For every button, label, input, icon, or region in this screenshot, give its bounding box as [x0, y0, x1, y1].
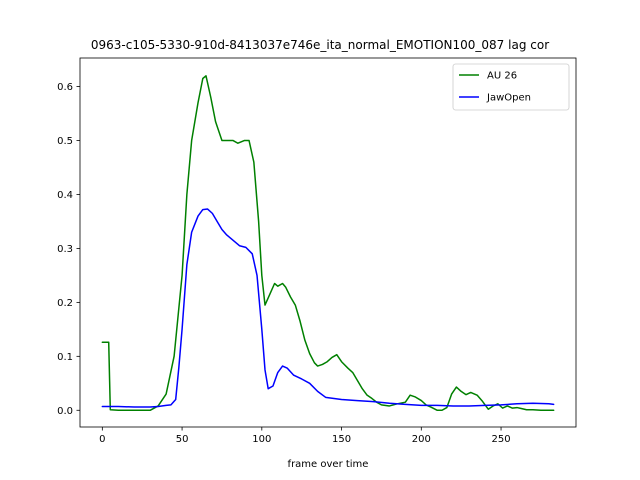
x-tick-label: 50 — [176, 434, 189, 445]
y-tick-label: 0.5 — [57, 136, 73, 147]
plot-area: 0 50 100 150 200 250 0.0 0.1 0.2 0.3 0.4 0.5 0.6 — [57, 57, 577, 445]
chart-title: 0963-c105-5330-910d-8413037e746e_ita_nor… — [91, 38, 549, 52]
x-tick-label: 250 — [491, 434, 510, 445]
y-tick-label: 0.3 — [57, 244, 73, 255]
y-tick-label: 0.2 — [57, 298, 73, 309]
y-tick-label: 0.4 — [57, 190, 73, 201]
legend-label-jawopen: JawOpen — [486, 93, 531, 104]
legend-label-au-26: AU 26 — [487, 71, 517, 82]
legend: AU 26 JawOpen — [452, 63, 570, 111]
x-tick-label: 200 — [412, 434, 431, 445]
x-tick-label: 100 — [252, 434, 271, 445]
series-line-jawopen — [101, 208, 555, 408]
y-tick-label: 0.6 — [57, 82, 73, 93]
x-tick-label: 0 — [99, 434, 105, 445]
y-tick-label: 0.1 — [57, 352, 73, 363]
x-tick-label: 150 — [332, 434, 351, 445]
series-line-au-26 — [101, 75, 555, 412]
x-axis-label: frame over time — [288, 459, 369, 470]
legend-box — [452, 63, 570, 111]
plot-frame — [79, 57, 577, 428]
y-tick-label: 0.0 — [57, 406, 73, 417]
